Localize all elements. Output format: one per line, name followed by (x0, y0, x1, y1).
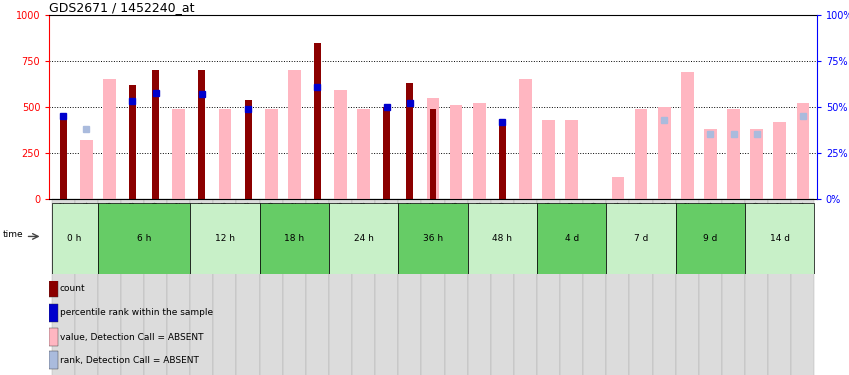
Bar (537, 202, 606, 274)
Bar (98, 202, 190, 274)
Text: value, Detection Call = ABSENT: value, Detection Call = ABSENT (59, 333, 203, 342)
Bar (445, 199, 468, 375)
Bar (265, 109, 278, 199)
Bar (306, 199, 329, 375)
Text: GDS2671 / 1452240_at: GDS2671 / 1452240_at (49, 1, 194, 14)
Text: 12 h: 12 h (215, 234, 235, 243)
Bar (407, 83, 413, 199)
Bar (468, 199, 491, 375)
Bar (658, 107, 671, 199)
Bar (537, 199, 560, 375)
Bar (676, 199, 699, 375)
Bar (450, 105, 463, 199)
Bar (59, 116, 66, 199)
Bar (565, 120, 578, 199)
Bar (583, 199, 606, 375)
Bar (199, 70, 205, 199)
Bar (152, 70, 159, 199)
Bar (260, 199, 283, 375)
Bar (49, 279, 58, 297)
Bar (172, 109, 185, 199)
Bar (52, 202, 98, 274)
Bar (98, 199, 121, 375)
Bar (213, 199, 237, 375)
Bar (288, 70, 301, 199)
Bar (773, 122, 786, 199)
Bar (167, 199, 190, 375)
Bar (357, 109, 370, 199)
Text: 48 h: 48 h (492, 234, 512, 243)
Bar (103, 80, 115, 199)
Bar (722, 199, 745, 375)
Bar (421, 199, 445, 375)
Text: 0 h: 0 h (67, 234, 82, 243)
Bar (49, 304, 58, 322)
Bar (218, 109, 231, 199)
Bar (745, 199, 768, 375)
Bar (543, 120, 555, 199)
Bar (52, 199, 75, 375)
Bar (468, 202, 537, 274)
Text: percentile rank within the sample: percentile rank within the sample (59, 308, 213, 317)
Bar (398, 202, 468, 274)
Text: 14 d: 14 d (770, 234, 790, 243)
Bar (49, 328, 58, 346)
Bar (352, 199, 375, 375)
Bar (676, 202, 745, 274)
Bar (260, 202, 329, 274)
Bar (791, 199, 814, 375)
Bar (727, 109, 739, 199)
Bar (398, 199, 421, 375)
Bar (427, 98, 439, 199)
Bar (653, 199, 676, 375)
Text: 9 d: 9 d (703, 234, 717, 243)
Bar (75, 199, 98, 375)
Bar (629, 199, 653, 375)
Bar (80, 140, 93, 199)
Bar (768, 199, 791, 375)
Text: 18 h: 18 h (284, 234, 304, 243)
Text: 36 h: 36 h (423, 234, 443, 243)
Bar (796, 103, 809, 199)
Bar (190, 202, 260, 274)
Bar (519, 80, 531, 199)
Bar (49, 351, 58, 369)
Bar (745, 202, 814, 274)
Bar (491, 199, 514, 375)
Bar (121, 199, 144, 375)
Bar (245, 99, 251, 199)
Text: count: count (59, 284, 86, 293)
Text: 6 h: 6 h (137, 234, 151, 243)
Bar (751, 129, 763, 199)
Bar (704, 129, 717, 199)
Text: 4 d: 4 d (565, 234, 579, 243)
Bar (329, 199, 352, 375)
Text: 24 h: 24 h (354, 234, 374, 243)
Bar (283, 199, 306, 375)
Bar (681, 72, 694, 199)
Bar (514, 199, 537, 375)
Bar (144, 199, 167, 375)
Bar (314, 43, 321, 199)
Bar (237, 199, 260, 375)
Bar (635, 109, 648, 199)
Bar (560, 199, 583, 375)
Bar (190, 199, 213, 375)
Bar (329, 202, 398, 274)
Bar (383, 107, 391, 199)
Bar (430, 109, 436, 199)
Bar (611, 177, 624, 199)
Bar (606, 199, 629, 375)
Text: 7 d: 7 d (634, 234, 649, 243)
Bar (335, 90, 347, 199)
Bar (473, 103, 486, 199)
Bar (606, 202, 676, 274)
Bar (499, 120, 506, 199)
Text: time: time (3, 230, 23, 239)
Bar (129, 85, 136, 199)
Bar (375, 199, 398, 375)
Bar (699, 199, 722, 375)
Text: rank, Detection Call = ABSENT: rank, Detection Call = ABSENT (59, 356, 199, 365)
